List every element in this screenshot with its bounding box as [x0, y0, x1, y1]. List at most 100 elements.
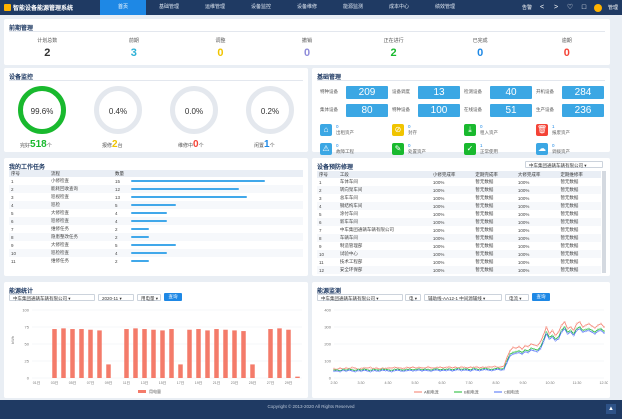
asset-count: 0 — [552, 142, 555, 148]
asset-item[interactable]: ⤓ 0 租入资产 — [464, 123, 536, 136]
series-point — [415, 369, 417, 372]
company-select[interactable]: 中车集团通辆车辆有限公司 ▾ — [317, 294, 403, 301]
table-cell: 暂无数据 — [475, 243, 494, 248]
table-row[interactable]: 2 转向架车间 100% 暂无数据 100% 暂无数据 — [317, 186, 601, 194]
nav-home[interactable]: 首页 — [100, 0, 146, 15]
tile-label: 检测设备 — [464, 89, 482, 94]
stat-item[interactable]: 正在进行 2 — [350, 37, 437, 59]
table-row[interactable]: 5 大修检查 4 — [9, 209, 303, 217]
chevron-right-icon[interactable]: > — [553, 3, 559, 11]
table-row[interactable]: 1 小修检查 15 — [9, 177, 303, 185]
stat-tile[interactable]: 特种设备 209 — [320, 85, 392, 99]
stat-item[interactable]: 逾期 0 — [523, 37, 610, 59]
table-row[interactable]: 3 巡视检查 13 — [9, 193, 303, 201]
table-row[interactable]: 12 安全环保部 100% 暂无数据 100% 暂无数据 — [317, 266, 601, 274]
table-row[interactable]: 5 涂付车间 100% 暂无数据 100% 暂无数据 — [317, 210, 601, 218]
table-row[interactable]: 9 制造管理部 100% 暂无数据 100% 暂无数据 — [317, 242, 601, 250]
stat-tile[interactable]: 在线设备 51 — [464, 103, 536, 117]
nav-energy[interactable]: 能源监测 — [342, 4, 363, 10]
stat-label: 逾期 — [561, 38, 572, 44]
avatar[interactable] — [593, 3, 602, 12]
energy-type-select[interactable]: 用电量 ▾ — [137, 294, 161, 301]
stat-tile[interactable]: 生产设备 236 — [536, 103, 608, 117]
series-point — [590, 325, 593, 328]
legend-label[interactable]: B相电流 — [464, 389, 479, 395]
divider — [9, 31, 605, 32]
table-row[interactable]: 6 巡修检查 4 — [9, 217, 303, 225]
stat-tile[interactable]: 集体设备 80 — [320, 103, 392, 117]
alarm-menu[interactable]: 告警 — [521, 5, 532, 11]
table-row[interactable]: 1 车体车间 100% 暂无数据 100% 暂无数据 — [317, 178, 601, 186]
table-row[interactable]: 3 总车车间 100% 暂无数据 100% 暂无数据 — [317, 194, 601, 202]
count-value: 2 — [115, 226, 118, 232]
nav-ops[interactable]: 运维管理 — [204, 4, 225, 10]
stat-tile[interactable]: 设备调度 13 — [392, 85, 464, 99]
series-point — [557, 331, 560, 333]
company-select[interactable]: 中车集团通辆车辆有限公司 ▾ — [9, 294, 95, 301]
nav-basic[interactable]: 基础管理 — [158, 4, 179, 10]
x-tick-label: 10:30 — [546, 381, 555, 385]
chevron-left-icon[interactable]: < — [539, 3, 545, 11]
asset-item[interactable]: ⌂ 0 出租资产 — [320, 123, 392, 136]
table-row[interactable]: 10 巡检检查 4 — [9, 249, 303, 257]
shirt-icon[interactable]: ♡ — [566, 3, 574, 11]
stat-item[interactable]: 调整 0 — [177, 37, 264, 59]
series-point — [521, 348, 523, 350]
query-button[interactable]: 查询 — [532, 293, 550, 301]
legend-label[interactable]: A相电流 — [424, 389, 439, 395]
point-select[interactable]: 辅助线-AA12-1 中间源辅线 ▾ — [424, 294, 502, 301]
series-point — [496, 368, 499, 371]
app-logo[interactable]: 智能设备能源管理系统 — [4, 3, 73, 12]
table-row[interactable]: 11 技术工程部 100% 暂无数据 100% 暂无数据 — [317, 258, 601, 266]
company-select[interactable]: 中车集团通辆车辆有限公司 ▾ — [525, 161, 603, 168]
nav-performance[interactable]: 绩效管理 — [434, 4, 455, 10]
tile-label: 集体设备 — [320, 107, 338, 112]
x-tick-label: 6:30 — [439, 381, 446, 385]
asset-label: 报废资产 — [552, 129, 570, 135]
asset-item[interactable]: ✓ 1 正常使用 — [464, 142, 536, 155]
legend-label[interactable]: C相电流 — [504, 389, 519, 395]
asset-item[interactable]: ⚠ 0 故障工程 — [320, 142, 392, 155]
table-row[interactable]: 6 新车车间 100% 暂无数据 100% 暂无数据 — [317, 218, 601, 226]
table-row[interactable]: 4 巡检 5 — [9, 201, 303, 209]
user-name[interactable]: 管理 — [607, 5, 618, 11]
stat-item[interactable]: 已完成 0 — [437, 37, 524, 59]
back-to-top-icon[interactable]: ▲ — [606, 404, 616, 414]
table-scrollbar[interactable] — [602, 171, 606, 273]
window-icon[interactable]: □ — [581, 3, 587, 11]
asset-item[interactable]: 🗑 1 报废资产 — [536, 123, 608, 136]
legend-label[interactable]: 用电量 — [149, 388, 161, 394]
series-point — [548, 332, 551, 335]
asset-item[interactable]: ✎ 0 处置资产 — [392, 142, 464, 155]
nav-monitor[interactable]: 设备监控 — [250, 4, 271, 10]
stat-item[interactable]: 前期 3 — [91, 37, 178, 59]
metric-select[interactable]: 电流 ▾ — [505, 294, 529, 301]
series-point — [490, 369, 493, 372]
bar-mark — [70, 329, 75, 378]
stat-tile[interactable]: 特种设备 100 — [392, 103, 464, 117]
table-row[interactable]: 10 试验中心 100% 暂无数据 100% 暂无数据 — [317, 250, 601, 258]
table-row[interactable]: 8 车辆车间 100% 暂无数据 100% 暂无数据 — [317, 234, 601, 242]
nav-cost[interactable]: 成本中心 — [388, 4, 409, 10]
query-button[interactable]: 查询 — [164, 293, 182, 301]
stat-tile[interactable]: 检测设备 40 — [464, 85, 536, 99]
table-row[interactable]: 11 维修任务 2 — [9, 257, 303, 265]
asset-item[interactable]: ⊘ 0 封存 — [392, 123, 464, 136]
month-picker[interactable]: 2020-11 ▾ — [98, 294, 134, 301]
divider — [317, 80, 605, 81]
company-select-value: 中车集团通辆车辆有限公司 — [13, 296, 67, 301]
table-row[interactable]: 4 钢结构车间 100% 暂无数据 100% 暂无数据 — [317, 202, 601, 210]
meter-select[interactable]: 电 ▾ — [405, 294, 421, 301]
table-row[interactable]: 2 能耗回收查询 12 — [9, 185, 303, 193]
stat-item[interactable]: 计划总数 2 — [4, 37, 91, 59]
table-row[interactable]: 7 维修任务 2 — [9, 225, 303, 233]
table-row[interactable]: 8 隐患整改任务 2 — [9, 233, 303, 241]
stat-tile[interactable]: 开机设备 284 — [536, 85, 608, 99]
stat-item[interactable]: 撤销 0 — [264, 37, 351, 59]
asset-item[interactable]: ☁ 0 调拨资产 — [536, 142, 608, 155]
nav-repair[interactable]: 设备维修 — [296, 4, 317, 10]
series-point — [463, 368, 466, 371]
table-row[interactable]: 9 大修检查 5 — [9, 241, 303, 249]
table-row[interactable]: 7 中车集团通辆车辆有限公司 100% 暂无数据 100% 暂无数据 — [317, 226, 601, 234]
series-point — [333, 367, 335, 370]
